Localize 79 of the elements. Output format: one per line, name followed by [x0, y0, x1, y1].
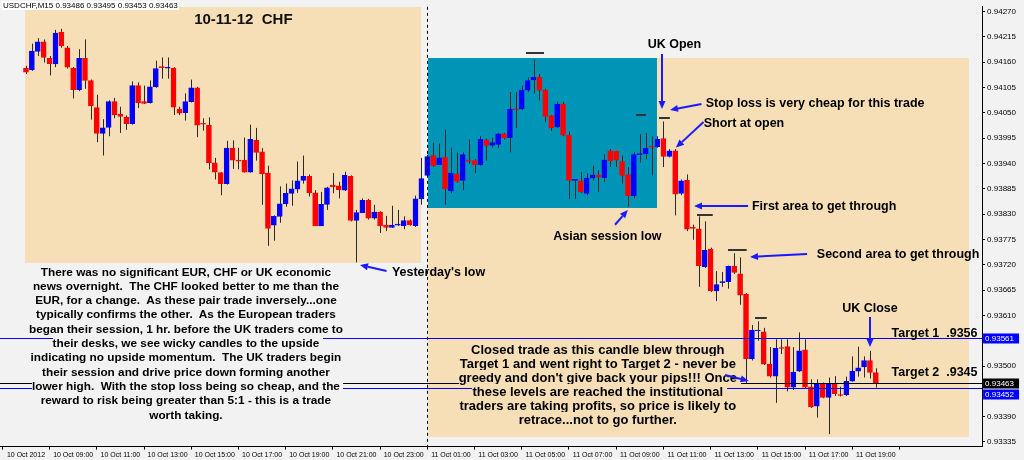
- candlestick: [64, 45, 71, 70]
- candlestick: [212, 157, 218, 180]
- y-tick-label: 0.93665: [987, 285, 1017, 295]
- candlestick: [595, 169, 602, 193]
- candlestick: [453, 151, 460, 184]
- ref-line-label: 0.93463: [985, 379, 1015, 389]
- candlestick: [259, 147, 265, 206]
- candlestick: [200, 117, 206, 132]
- y-tick-label: 0.93775: [987, 234, 1017, 244]
- candlestick: [448, 147, 454, 194]
- annotation: UK Close: [841, 300, 899, 315]
- candlestick: [577, 171, 584, 194]
- annotation: Target 1 .9356: [891, 325, 978, 340]
- chart-title: 10-11-12 CHF: [194, 9, 293, 27]
- candlestick: [271, 214, 277, 242]
- candlestick: [518, 85, 525, 111]
- ref-line-label: 0.93452: [985, 390, 1015, 400]
- candlestick: [88, 79, 94, 121]
- candlestick: [642, 132, 649, 160]
- candlestick: [619, 155, 625, 185]
- candlestick: [737, 256, 743, 306]
- candlestick: [29, 43, 35, 72]
- candlestick: [625, 166, 631, 208]
- candlestick: [849, 355, 856, 383]
- y-tick-label: 0.93830: [987, 209, 1017, 219]
- y-tick-label: 0.93610: [987, 310, 1017, 320]
- y-tick-label: 0.93885: [987, 183, 1017, 193]
- annotation: Short at open: [703, 116, 785, 130]
- candlestick: [147, 79, 153, 105]
- annotation: Asian session low: [553, 229, 662, 244]
- y-tick-label: 0.93940: [987, 158, 1017, 168]
- candlestick: [164, 56, 171, 80]
- candlestick: [82, 39, 88, 90]
- candlestick: [808, 378, 814, 409]
- candlestick: [276, 185, 283, 224]
- candlestick: [648, 135, 655, 176]
- candlestick: [436, 143, 442, 166]
- candlestick: [306, 173, 313, 198]
- y-tick-label: 0.93390: [987, 411, 1017, 421]
- annotation: Target 2 .9345: [891, 364, 978, 379]
- candlestick: [731, 252, 738, 275]
- y-tick-label: 0.93335: [987, 437, 1017, 447]
- y-tick-label: 0.93995: [987, 133, 1017, 143]
- candlestick: [377, 210, 383, 234]
- y-tick-label: 0.94270: [987, 6, 1017, 16]
- candlestick: [867, 350, 873, 379]
- candlestick: [182, 92, 189, 122]
- candlestick: [365, 198, 372, 221]
- y-tick-label: 0.94160: [987, 57, 1017, 67]
- candlestick: [513, 91, 519, 129]
- candlestick: [554, 101, 560, 129]
- candlestick: [861, 355, 867, 379]
- candlestick: [430, 142, 437, 168]
- candlestick: [99, 118, 106, 157]
- annotation: First area to get through: [751, 198, 897, 213]
- text: There was no significant EUR, CHF or UK economic news overnight. The CHF looked better to me than the EUR, for a change. As these pair trade inversely...one typically confirms the other. As the European traders began their session, 1 hr. before the UK traders come to their desks, we see wicky candles to the upside indicating no upside momentum. The UK traders begin their session and drive price down forming another lower high. With the stop loss being so cheap, and the reward to risk being greater than 5:1 - this is a trade worth taking.: [28, 264, 343, 422]
- candlestick: [253, 127, 259, 162]
- annotation: Stop loss is very cheap for this trade: [705, 96, 925, 111]
- chart-subtitle: USDCHF,M15 0.93486 0.93495 0.93453 0.93463: [2, 1, 179, 10]
- y-tick-label: 0.93500: [987, 361, 1017, 371]
- candlestick: [152, 60, 159, 89]
- candlestick: [188, 79, 195, 104]
- ref-line-label: 0.93561: [985, 334, 1015, 344]
- y-tick-label: 0.94105: [987, 82, 1017, 92]
- candlestick: [701, 220, 708, 269]
- annotation: Closed trade as this candle blew through Target 1 and went right to Target 2 - never be greedy and don't give back your pips!!! Once these levels are reached the institutional traders are taking profits, so price is likely to retrace...not to go further.: [458, 342, 741, 428]
- candlestick: [318, 191, 324, 227]
- candlestick: [70, 66, 77, 99]
- annotation: Yesterday's low: [391, 264, 486, 279]
- annotation: UK Open: [647, 37, 702, 52]
- y-tick-label: 0.94050: [987, 107, 1017, 117]
- candlestick: [300, 155, 307, 185]
- candlestick: [873, 367, 879, 389]
- y-tick-label: 0.93720: [987, 259, 1017, 269]
- candlestick: [483, 138, 490, 162]
- candlestick: [341, 171, 348, 192]
- annotation: Second area to get through: [816, 246, 980, 261]
- y-tick-label: 0.94215: [987, 31, 1017, 41]
- candlestick: [135, 81, 141, 109]
